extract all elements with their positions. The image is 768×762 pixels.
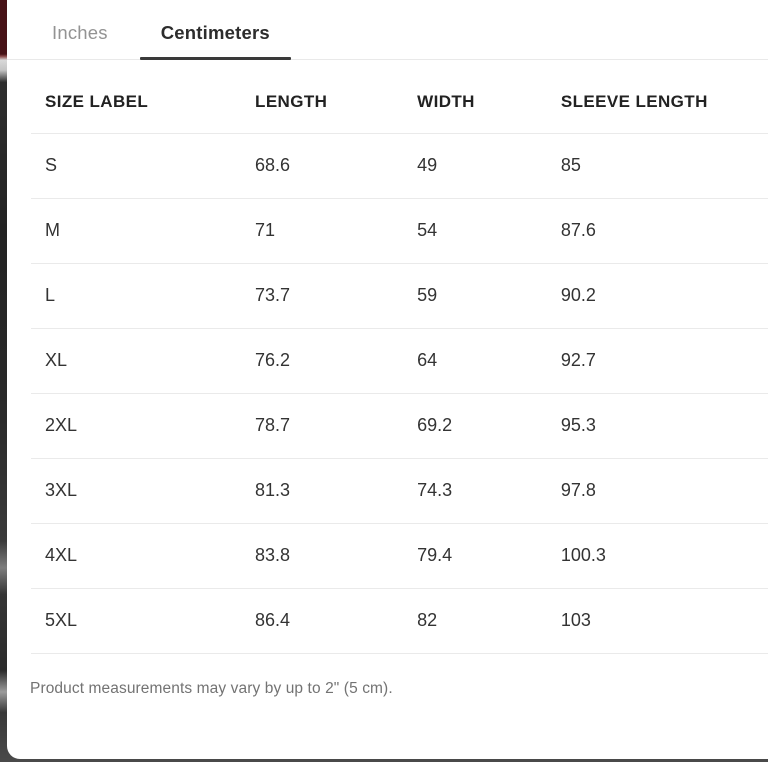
table-row: 5XL 86.4 82 103 bbox=[31, 588, 768, 654]
size-chart-table: SIZE LABEL LENGTH WIDTH SLEEVE LENGTH S … bbox=[31, 60, 768, 654]
size-guide-panel: Inches Centimeters SIZE LABEL LENGTH WID… bbox=[7, 0, 768, 759]
measurement-disclaimer: Product measurements may vary by up to 2… bbox=[30, 679, 393, 697]
table-row: 4XL 83.8 79.4 100.3 bbox=[31, 523, 768, 589]
length-cell: 78.7 bbox=[241, 393, 404, 459]
length-cell: 86.4 bbox=[241, 588, 404, 654]
table-row: 3XL 81.3 74.3 97.8 bbox=[31, 458, 768, 524]
length-cell: 68.6 bbox=[241, 133, 404, 199]
width-cell: 74.3 bbox=[403, 458, 547, 524]
column-header-size-label: SIZE LABEL bbox=[31, 60, 242, 134]
sleeve-length-cell: 92.7 bbox=[546, 328, 768, 394]
length-cell: 83.8 bbox=[241, 523, 404, 589]
column-header-width: WIDTH bbox=[403, 60, 547, 134]
column-header-sleeve-length: SLEEVE LENGTH bbox=[546, 60, 768, 134]
length-cell: 71 bbox=[241, 198, 404, 264]
sleeve-length-cell: 95.3 bbox=[546, 393, 768, 459]
table-row: L 73.7 59 90.2 bbox=[31, 263, 768, 329]
length-cell: 76.2 bbox=[241, 328, 404, 394]
size-label-cell: S bbox=[31, 133, 242, 199]
width-cell: 79.4 bbox=[403, 523, 547, 589]
table-row: S 68.6 49 85 bbox=[31, 133, 768, 199]
size-label-cell: 3XL bbox=[31, 458, 242, 524]
table-row: 2XL 78.7 69.2 95.3 bbox=[31, 393, 768, 459]
width-cell: 59 bbox=[403, 263, 547, 329]
size-label-cell: 5XL bbox=[31, 588, 242, 654]
tab-centimeters[interactable]: Centimeters bbox=[139, 0, 292, 60]
unit-tabs: Inches Centimeters bbox=[7, 0, 768, 60]
sleeve-length-cell: 97.8 bbox=[546, 458, 768, 524]
sleeve-length-cell: 100.3 bbox=[546, 523, 768, 589]
size-label-cell: M bbox=[31, 198, 242, 264]
table-row: M 71 54 87.6 bbox=[31, 198, 768, 264]
size-label-cell: XL bbox=[31, 328, 242, 394]
width-cell: 64 bbox=[403, 328, 547, 394]
width-cell: 54 bbox=[403, 198, 547, 264]
width-cell: 82 bbox=[403, 588, 547, 654]
length-cell: 73.7 bbox=[241, 263, 404, 329]
sleeve-length-cell: 85 bbox=[546, 133, 768, 199]
sleeve-length-cell: 103 bbox=[546, 588, 768, 654]
sleeve-length-cell: 87.6 bbox=[546, 198, 768, 264]
length-cell: 81.3 bbox=[241, 458, 404, 524]
sleeve-length-cell: 90.2 bbox=[546, 263, 768, 329]
width-cell: 69.2 bbox=[403, 393, 547, 459]
size-label-cell: L bbox=[31, 263, 242, 329]
tab-inches[interactable]: Inches bbox=[52, 21, 108, 43]
width-cell: 49 bbox=[403, 133, 547, 199]
table-header-row: SIZE LABEL LENGTH WIDTH SLEEVE LENGTH bbox=[31, 60, 768, 134]
column-header-length: LENGTH bbox=[241, 60, 404, 134]
size-label-cell: 2XL bbox=[31, 393, 242, 459]
size-label-cell: 4XL bbox=[31, 523, 242, 589]
table-row: XL 76.2 64 92.7 bbox=[31, 328, 768, 394]
